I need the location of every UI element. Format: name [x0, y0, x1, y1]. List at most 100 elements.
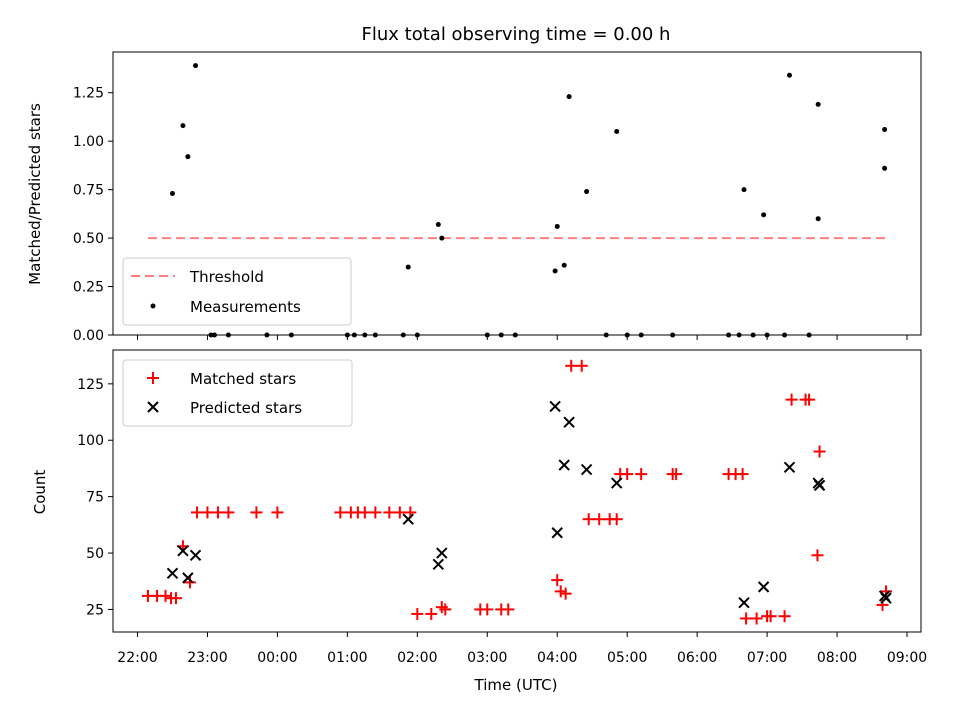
bottom-legend-box — [122, 359, 353, 427]
legend-measurements-swatch — [150, 303, 156, 309]
bottom-axes-frame — [112, 349, 922, 633]
matched-star-point — [439, 603, 452, 616]
bottom-x-tick-label: 01:00 — [327, 650, 367, 666]
legend-threshold-label: Threshold — [189, 268, 264, 286]
bottom-x-tick-label: 02:00 — [397, 650, 437, 666]
matched-stars-points — [141, 359, 893, 625]
bottom-y-tick-label: 125 — [77, 377, 104, 393]
predicted-stars-points — [166, 400, 892, 609]
bottom-x-tick-label: 00:00 — [257, 650, 297, 666]
bottom-x-tick-label: 22:00 — [117, 650, 157, 666]
top-y-tick-label: 0.25 — [73, 280, 104, 296]
measurement-point — [786, 72, 792, 78]
matched-star-point — [334, 506, 347, 519]
predicted-star-point — [813, 479, 826, 492]
bottom-x-ticks: 22:00 23:00 00:00 01:00 02:00 03:00 04:00 05:00… — [117, 632, 927, 666]
matched-star-point — [610, 513, 623, 526]
measurement-point — [761, 212, 767, 218]
measurement-point — [405, 264, 411, 270]
matched-star-point — [785, 393, 798, 406]
matched-star-point — [670, 468, 683, 481]
measurement-point — [566, 94, 572, 100]
legend-matched-swatch — [147, 372, 159, 384]
matched-star-point — [201, 506, 214, 519]
matched-star-point — [635, 468, 648, 481]
bottom-x-tick-label: 07:00 — [747, 650, 787, 666]
measurement-point — [554, 223, 560, 229]
matched-star-point — [183, 576, 196, 589]
x-axis-label: Time (UTC) — [474, 676, 558, 694]
matched-star-point — [750, 612, 763, 625]
predicted-star-point — [436, 547, 448, 559]
predicted-star-point — [783, 461, 796, 474]
bottom-y-tick-label: 25 — [86, 602, 104, 618]
measurement-point — [561, 262, 567, 268]
top-axes-frame — [112, 51, 922, 336]
measurement-point — [815, 216, 821, 222]
measurement-point — [552, 268, 558, 274]
measurement-point — [882, 165, 888, 171]
bottom-legend: Matched stars Predicted stars — [122, 359, 353, 427]
predicted-star-point — [551, 527, 563, 539]
measurement-point — [169, 191, 175, 196]
bottom-y-tick-label: 50 — [86, 546, 104, 562]
matched-star-point — [778, 610, 791, 623]
matched-star-point — [593, 513, 606, 526]
measurement-point — [815, 101, 821, 107]
measurement-point — [435, 222, 441, 228]
predicted-star-point — [189, 549, 202, 562]
matched-star-point — [481, 603, 494, 616]
predicted-star-point — [610, 477, 623, 489]
predicted-star-point — [432, 558, 445, 571]
matched-star-point — [358, 506, 371, 519]
bottom-x-tick-label: 04:00 — [537, 650, 577, 666]
bottom-y-tick-label: 75 — [86, 490, 104, 506]
predicted-star-point — [166, 567, 179, 580]
matched-star-point — [736, 468, 749, 481]
top-y-axis-label: Matched/Predicted stars — [26, 103, 44, 285]
bottom-y-axis-label: Count — [31, 470, 49, 515]
matched-star-point — [575, 359, 588, 372]
matched-star-point — [383, 506, 396, 519]
predicted-star-point — [880, 592, 892, 604]
top-y-tick-label: 1.25 — [73, 86, 104, 102]
bottom-panel: 25 50 75 100 125 22:00 23:00 00:00 01:00 02:00 03… — [31, 349, 927, 694]
matched-star-point — [764, 610, 777, 623]
matched-star-point — [222, 506, 235, 519]
matched-star-point — [621, 468, 634, 481]
matched-star-point — [813, 445, 826, 458]
predicted-star-point — [757, 581, 770, 593]
matched-star-point — [811, 549, 824, 562]
predicted-star-point — [402, 513, 414, 525]
measurement-point — [439, 235, 445, 241]
measurement-point — [180, 123, 186, 129]
top-legend: Threshold Measurements — [122, 257, 352, 326]
predicted-star-point — [549, 400, 561, 413]
matched-star-point — [169, 592, 182, 605]
matched-star-point — [369, 506, 382, 519]
predicted-star-point — [563, 416, 575, 428]
matched-star-point — [551, 574, 564, 587]
matched-star-point — [425, 607, 438, 620]
matched-star-point — [740, 612, 753, 625]
top-panel: Flux total observing time = 0.00 h 0.000… — [26, 24, 922, 344]
bottom-x-tick-label: 09:00 — [887, 650, 927, 666]
chart-title: Flux total observing time = 0.00 h — [362, 24, 671, 45]
bottom-x-tick-label: 08:00 — [817, 650, 857, 666]
legend-measurements-label: Measurements — [190, 298, 301, 316]
top-y-ticks: 0.00 0.25 0.50 0.75 1.00 1.25 — [73, 86, 113, 344]
measurement-point — [741, 187, 747, 193]
matched-star-point — [211, 506, 224, 519]
bottom-y-ticks: 25 50 75 100 125 — [77, 377, 113, 618]
measurement-point — [614, 128, 620, 134]
measurement-point — [584, 189, 590, 195]
predicted-star-point — [182, 572, 194, 584]
top-y-tick-label: 0.50 — [73, 231, 104, 247]
legend-matched-label: Matched stars — [190, 370, 296, 388]
matched-star-point — [411, 607, 424, 620]
matched-star-point — [393, 506, 406, 519]
legend-predicted-label: Predicted stars — [190, 399, 302, 417]
bottom-x-tick-label: 05:00 — [607, 650, 647, 666]
measurement-point — [193, 63, 199, 69]
